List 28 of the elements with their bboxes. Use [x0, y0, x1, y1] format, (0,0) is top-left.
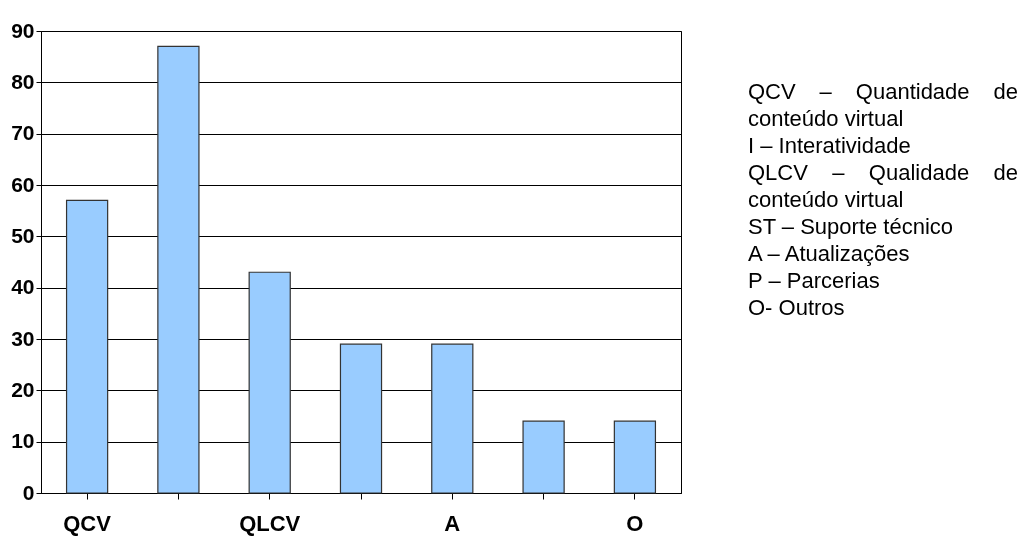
text: I – Interatividade — [748, 132, 912, 159]
bar — [339, 343, 383, 494]
y-tick-label: 10 — [11, 429, 35, 453]
y-tick-label: 30 — [11, 326, 35, 350]
x-tick-label: QLCV — [239, 510, 301, 536]
y-tick-label: 90 — [11, 18, 35, 42]
bar — [157, 45, 200, 494]
text: ST – Suporte técnico — [748, 213, 955, 240]
bar — [431, 343, 474, 494]
y-tick-label: 50 — [11, 223, 35, 247]
y-tick-label: 20 — [11, 377, 35, 401]
text: QLCV – Qualidade de conteúdo virtual — [748, 159, 1018, 213]
y-tick-label: 60 — [11, 172, 35, 196]
y-tick-label: 70 — [11, 121, 35, 145]
bar — [613, 420, 657, 494]
bar — [248, 271, 291, 494]
x-tick-label: QCV — [63, 510, 112, 536]
x-tick-label: A — [444, 510, 461, 536]
bar — [522, 420, 565, 494]
bar — [65, 199, 109, 494]
x-tick-label: O — [626, 510, 644, 536]
y-tick-label: 0 — [22, 480, 35, 504]
text: O- Outros — [748, 294, 846, 321]
y-tick-label: 40 — [11, 275, 35, 299]
text: P – Parcerias — [748, 267, 881, 294]
text: QCV – Quantidade de conteúdo virtual — [748, 78, 1018, 132]
text: A – Atualizações — [748, 240, 911, 267]
y-tick-label: 80 — [11, 69, 35, 93]
